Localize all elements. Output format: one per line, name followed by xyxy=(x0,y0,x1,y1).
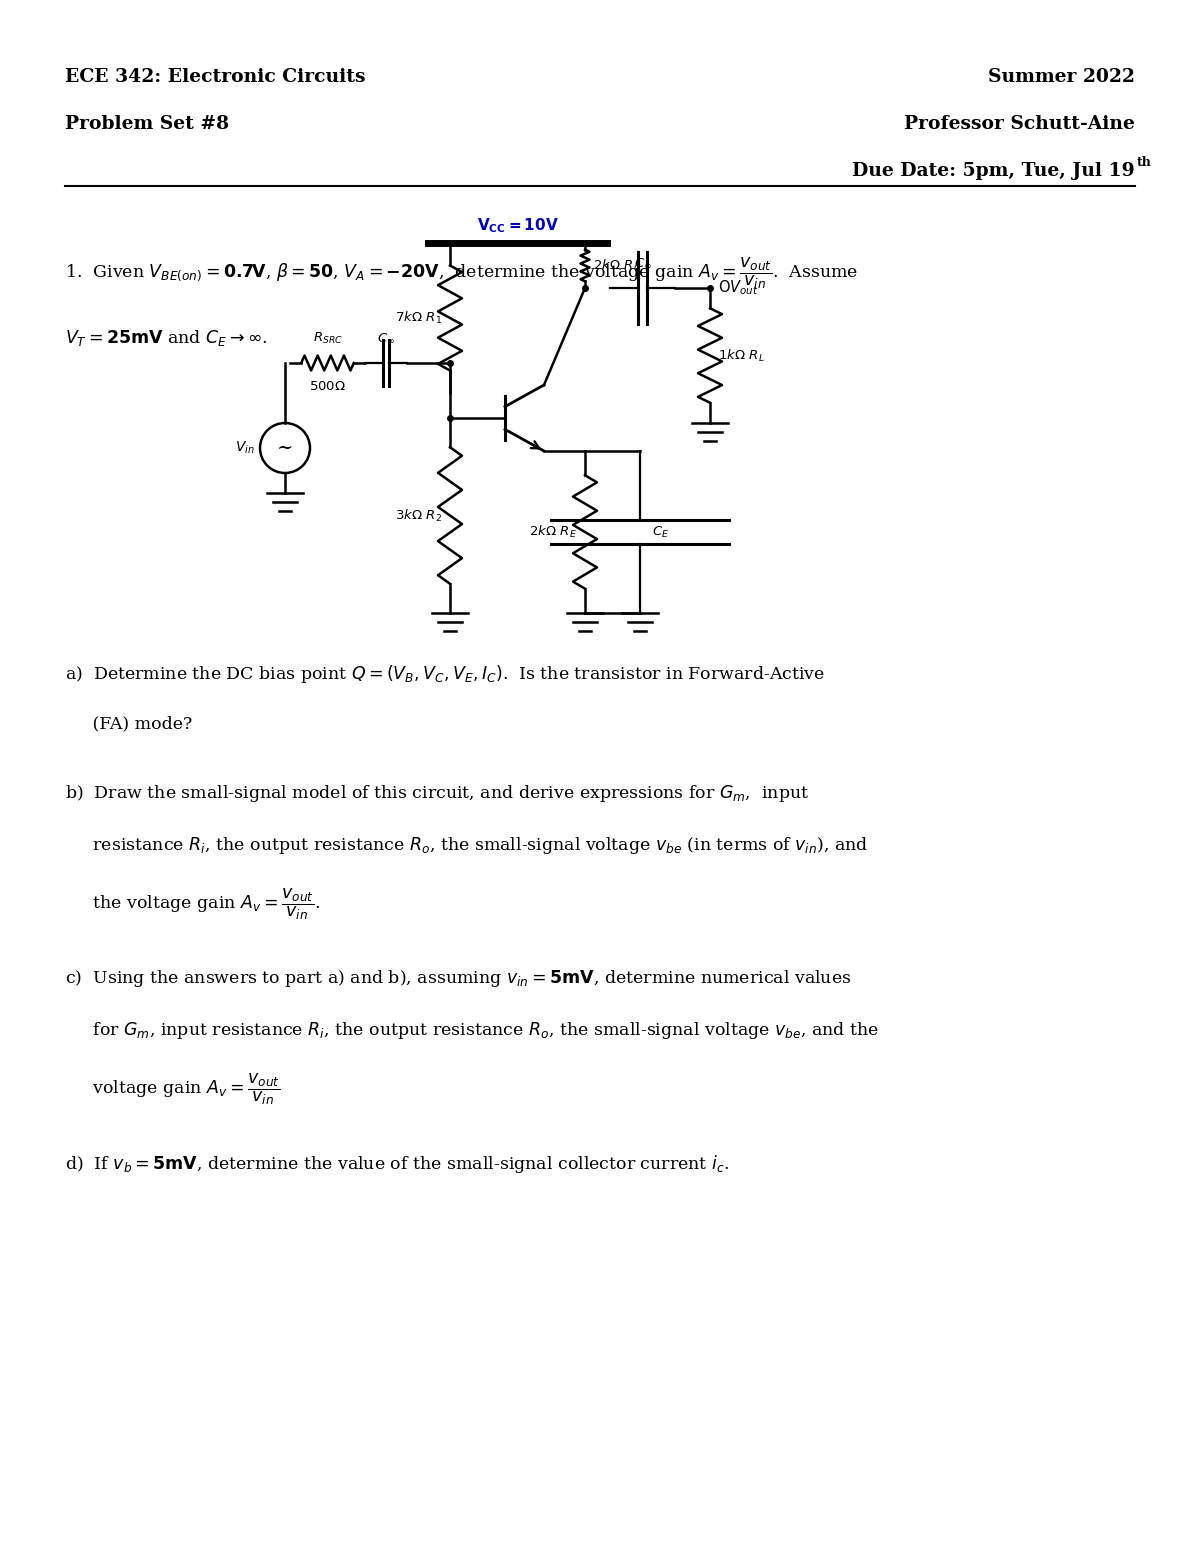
Text: the voltage gain $A_v = \dfrac{v_{out}}{v_{in}}$.: the voltage gain $A_v = \dfrac{v_{out}}{… xyxy=(65,887,320,922)
Text: Professor Schutt-Aine: Professor Schutt-Aine xyxy=(904,115,1135,134)
Text: d)  If $v_b = \mathbf{5mV}$, determine the value of the small-signal collector c: d) If $v_b = \mathbf{5mV}$, determine th… xyxy=(65,1152,730,1176)
Text: $\mathrm{O}V_{out}$: $\mathrm{O}V_{out}$ xyxy=(718,278,758,297)
Text: $R_{SRC}$: $R_{SRC}$ xyxy=(312,331,342,346)
Text: Due Date: 5pm, Tue, Jul 19: Due Date: 5pm, Tue, Jul 19 xyxy=(852,162,1135,180)
Text: th: th xyxy=(1138,155,1152,169)
Text: ~: ~ xyxy=(277,439,293,457)
Text: a)  Determine the DC bias point $Q = (V_B, V_C, V_E, I_C)$.  Is the transistor i: a) Determine the DC bias point $Q = (V_B… xyxy=(65,663,826,685)
Text: resistance $R_i$, the output resistance $R_o$, the small-signal voltage $v_{be}$: resistance $R_i$, the output resistance … xyxy=(65,836,869,856)
Text: c)  Using the answers to part a) and b), assuming $v_{in} = \mathbf{5mV}$, deter: c) Using the answers to part a) and b), … xyxy=(65,968,852,989)
Text: 1.  Given $V_{BE(on)} = \mathbf{0.7V}$, $\beta = \mathbf{50}$, $V_A = \mathbf{-2: 1. Given $V_{BE(on)} = \mathbf{0.7V}$, $… xyxy=(65,256,858,292)
Text: $2k\Omega$ $R_E$: $2k\Omega$ $R_E$ xyxy=(529,523,577,540)
Text: Summer 2022: Summer 2022 xyxy=(988,68,1135,85)
Text: $C_E$: $C_E$ xyxy=(652,525,670,539)
Text: for $G_m$, input resistance $R_i$, the output resistance $R_o$, the small-signal: for $G_m$, input resistance $R_i$, the o… xyxy=(65,1020,880,1041)
Text: $C_{\infty}$: $C_{\infty}$ xyxy=(377,332,395,345)
Text: $3k\Omega$ $R_2$: $3k\Omega$ $R_2$ xyxy=(395,508,442,523)
Text: $7k\Omega$ $R_1$: $7k\Omega$ $R_1$ xyxy=(395,311,442,326)
Text: $V_T = \mathbf{25mV}$ and $C_E \rightarrow \infty$.: $V_T = \mathbf{25mV}$ and $C_E \rightarr… xyxy=(65,328,268,348)
Text: $1k\Omega$ $R_L$: $1k\Omega$ $R_L$ xyxy=(718,348,764,363)
Text: $2k\Omega$ $R_C$: $2k\Omega$ $R_C$ xyxy=(593,258,642,273)
Text: $C_{\infty}$: $C_{\infty}$ xyxy=(634,256,652,270)
Text: voltage gain $A_v = \dfrac{v_{out}}{v_{in}}$: voltage gain $A_v = \dfrac{v_{out}}{v_{i… xyxy=(65,1072,280,1107)
Text: Problem Set #8: Problem Set #8 xyxy=(65,115,229,134)
Text: $V_{in}$: $V_{in}$ xyxy=(235,439,256,457)
Text: (FA) mode?: (FA) mode? xyxy=(65,714,192,731)
Text: ECE 342: Electronic Circuits: ECE 342: Electronic Circuits xyxy=(65,68,366,85)
Text: b)  Draw the small-signal model of this circuit, and derive expressions for $G_m: b) Draw the small-signal model of this c… xyxy=(65,783,809,804)
Text: $\mathbf{V_{CC}=10V}$: $\mathbf{V_{CC}=10V}$ xyxy=(476,216,558,235)
Text: $500\Omega$: $500\Omega$ xyxy=(310,380,346,393)
